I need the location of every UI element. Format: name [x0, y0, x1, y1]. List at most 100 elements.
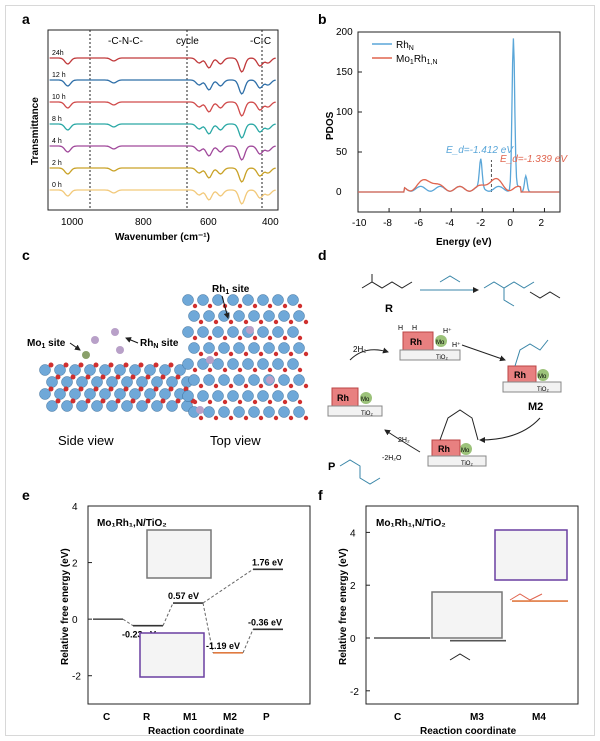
panel-f-xtick-M4: M4: [532, 712, 546, 723]
panel-e-xlabel: Reaction coordinate: [148, 726, 245, 737]
panel-b-xtick--4: -4: [445, 218, 454, 229]
panel-b-xtick--6: -6: [414, 218, 423, 229]
ti-atom-top: [233, 310, 245, 322]
panel-e-xtick-C: C: [103, 712, 110, 723]
o-atom-top: [213, 351, 219, 357]
panel-b-xticks: -10 -8 -6 -4 -2 0 2: [352, 208, 545, 229]
svg-text:TiO₂: TiO₂: [537, 387, 549, 393]
panel-b-ytick-200: 200: [336, 27, 353, 38]
figure-frame: [5, 5, 595, 736]
panel-e-ytick-4: 4: [72, 502, 78, 513]
o-atom-top: [228, 415, 234, 421]
o-atom-top: [288, 319, 294, 325]
panel-a-series-10h: [49, 101, 276, 117]
panel-e-connector: [122, 618, 134, 627]
o-atom: [175, 398, 181, 404]
svg-text:Mo: Mo: [538, 374, 547, 380]
svg-text:Mo: Mo: [461, 448, 470, 454]
ti-atom-top: [182, 294, 194, 306]
ti-atom-top: [203, 374, 215, 386]
svg-text:Mo: Mo: [436, 340, 445, 346]
o-atom-top: [207, 303, 213, 309]
ti-atom-top: [272, 390, 284, 402]
ti-atom: [121, 400, 133, 412]
o-atom: [93, 386, 99, 392]
o-atom-top: [267, 367, 273, 373]
ti-atom-top: [248, 310, 260, 322]
arrow-h2: [349, 347, 389, 361]
panel-a-series-12h: [49, 79, 276, 95]
mo1-site-label: Mo1 site: [27, 338, 66, 350]
o-atom-top: [243, 415, 249, 421]
panel-a-axes: [47, 29, 279, 211]
arrow-m2-down: [479, 417, 541, 443]
panel-b-xtick--8: -8: [383, 218, 392, 229]
panel-b-xlabel: Energy (eV): [436, 237, 492, 248]
ti-atom-top: [278, 310, 290, 322]
inset-gray-f: [431, 591, 503, 639]
svg-text:TiO₂: TiO₂: [461, 461, 473, 467]
ti-atom-top: [212, 326, 224, 338]
panel-a-annot-cycle: cycle: [176, 36, 199, 47]
o-atom: [108, 362, 114, 368]
molecule-r: [361, 281, 413, 289]
panel-e-connector-alt: [202, 568, 254, 604]
o-atom-top: [297, 367, 303, 373]
o-atom: [138, 362, 144, 368]
o-atom: [70, 398, 76, 404]
panel-a-xtick-1000: 1000: [61, 217, 84, 228]
ti-atom-top: [182, 326, 194, 338]
panel-b-xtick-2: 2: [538, 218, 544, 229]
ti-atom-top: [248, 342, 260, 354]
panel-a-legend-0h: 0 h: [52, 182, 62, 189]
o-atom: [108, 386, 114, 392]
ti-atom-top: [248, 374, 260, 386]
ti-atom-top: [227, 358, 239, 370]
rh-atom: [111, 328, 119, 336]
panel-e-ytick-0: 0: [72, 615, 78, 626]
o-atom-top: [252, 367, 258, 373]
panel-b-ylabel: PDOS: [325, 111, 336, 140]
molecule-acid: [529, 291, 561, 299]
panel-f-xtick-C: C: [394, 712, 401, 723]
side-view-structure: [39, 328, 196, 412]
o-atom-top: [213, 383, 219, 389]
ti-atom-top: [287, 390, 299, 402]
o-atom: [48, 362, 54, 368]
ti-atom-top: [233, 406, 245, 418]
o-atom: [70, 374, 76, 380]
panel-e-value-label: 1.76 eV: [252, 557, 283, 567]
panel-b-ytick-100: 100: [336, 107, 353, 118]
o-atom-top: [198, 319, 204, 325]
o-atom-top: [222, 367, 228, 373]
panel-a-annot-cnc: -C-N-C-: [108, 36, 143, 47]
ti-atom-top: [287, 358, 299, 370]
panel-a-series-24h: [49, 57, 276, 73]
o-atom-top: [297, 303, 303, 309]
panel-a: -C-N-C- cycle -C-C 0 h 2 h 4 h 8 h 10 h 12 h 2…: [30, 29, 279, 243]
ti-atom: [46, 400, 58, 412]
ti-atom-top: [257, 358, 269, 370]
ti-atom-top: [197, 358, 209, 370]
molecule-acyl: [483, 281, 535, 289]
o-atom-top: [237, 367, 243, 373]
o-atom: [123, 386, 129, 392]
panel-b-legend-mo1rh1n: Mo1Rh1,N: [396, 54, 438, 66]
ti-atom: [106, 400, 118, 412]
molecule-ethanol: [509, 593, 543, 601]
ti-atom-top: [242, 294, 254, 306]
rh-atom-top: [196, 406, 204, 414]
inset-purple-f: [494, 529, 568, 581]
o-atom-top: [213, 415, 219, 421]
ti-atom-top: [218, 342, 230, 354]
o-atom-top: [207, 335, 213, 341]
ti-atom-top: [263, 310, 275, 322]
inset-gray-e: [146, 529, 212, 579]
panel-a-series-8h: [49, 123, 276, 139]
mo-atom: [82, 351, 90, 359]
o-atom-top: [258, 351, 264, 357]
ti-atom-top: [293, 374, 305, 386]
hplus-2: H⁺: [452, 342, 461, 349]
panel-b-axes: [357, 31, 561, 213]
